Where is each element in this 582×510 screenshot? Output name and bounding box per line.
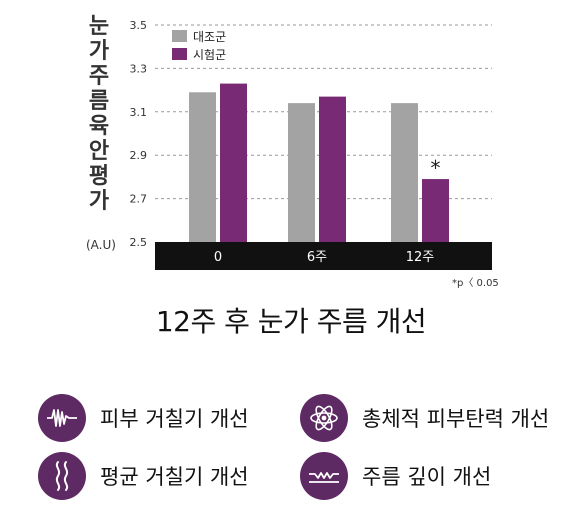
squiggle-icon [38,452,86,500]
y-tick-label: 3.3 [130,62,148,75]
wrinkle-depth-icon [300,452,348,500]
significance-marker: * [431,156,441,180]
x-tick-label: 12주 [406,250,435,265]
benefit-label: 총체적 피부탄력 개선 [362,407,550,431]
bar [319,96,346,242]
bar [422,179,449,242]
benefit-label: 피부 거칠기 개선 [100,407,249,431]
benefit-label: 평균 거칠기 개선 [100,465,249,489]
y-tick-label: 2.7 [130,193,148,206]
legend-label: 시험군 [193,48,226,62]
significance-footnote: *p〈 0.05 [452,278,499,289]
y-tick-label: 3.1 [130,106,148,119]
legend-swatch [172,30,187,42]
x-tick-label: 6주 [307,250,327,265]
y-tick-label: 3.5 [130,19,148,32]
chart-caption: 12주 후 눈가 주름 개선 [155,305,427,338]
bar [220,83,247,242]
atom-icon [300,394,348,442]
benefit-total-elasticity: 총체적 피부탄력 개선 [300,394,549,442]
y-axis-label: 눈가주름 육안평가 [88,14,110,214]
x-tick-label: 0 [214,250,222,265]
benefit-wrinkle-depth: 주름 깊이 개선 [300,452,491,500]
wave-icon [38,394,86,442]
bar [288,103,315,243]
legend-swatch [172,48,187,60]
benefit-label: 주름 깊이 개선 [362,465,492,489]
benefit-average-roughness: 평균 거칠기 개선 [38,452,249,500]
benefit-skin-roughness: 피부 거칠기 개선 [38,394,249,442]
bar [391,103,418,243]
legend-label: 대조군 [193,30,226,44]
y-tick-label: 2.5 [130,236,148,249]
y-tick-label: 2.9 [130,149,148,162]
category-axis-band [155,242,492,270]
bar [189,92,216,243]
y-axis-unit: (A.U) [86,238,116,252]
